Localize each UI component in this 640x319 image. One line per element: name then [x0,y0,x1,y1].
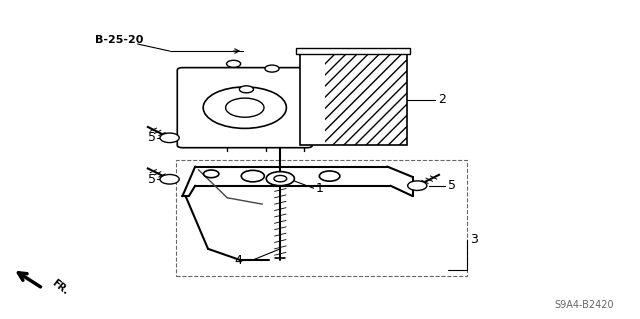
Circle shape [160,174,179,184]
Circle shape [265,65,279,72]
Bar [300,54,407,145]
Circle shape [239,86,253,93]
Text: 5: 5 [448,179,456,192]
Text: 1: 1 [316,182,323,195]
Circle shape [274,175,287,182]
Circle shape [160,133,179,143]
Text: 4: 4 [234,254,242,267]
Circle shape [225,98,264,117]
Text: S9A4-B2420: S9A4-B2420 [555,300,614,310]
Bar [325,54,407,145]
Text: B-25-20: B-25-20 [95,35,143,45]
Bar [176,160,467,276]
Circle shape [204,170,219,178]
Circle shape [408,181,427,190]
Circle shape [319,171,340,181]
Circle shape [203,87,287,128]
Bar [296,48,410,54]
Text: 3: 3 [470,234,478,246]
Circle shape [266,172,294,186]
Text: 5: 5 [147,173,156,186]
Text: 5: 5 [147,131,156,144]
Text: 2: 2 [438,93,446,106]
Circle shape [227,60,241,67]
Text: FR.: FR. [50,278,70,297]
FancyBboxPatch shape [177,68,312,148]
Circle shape [241,170,264,182]
